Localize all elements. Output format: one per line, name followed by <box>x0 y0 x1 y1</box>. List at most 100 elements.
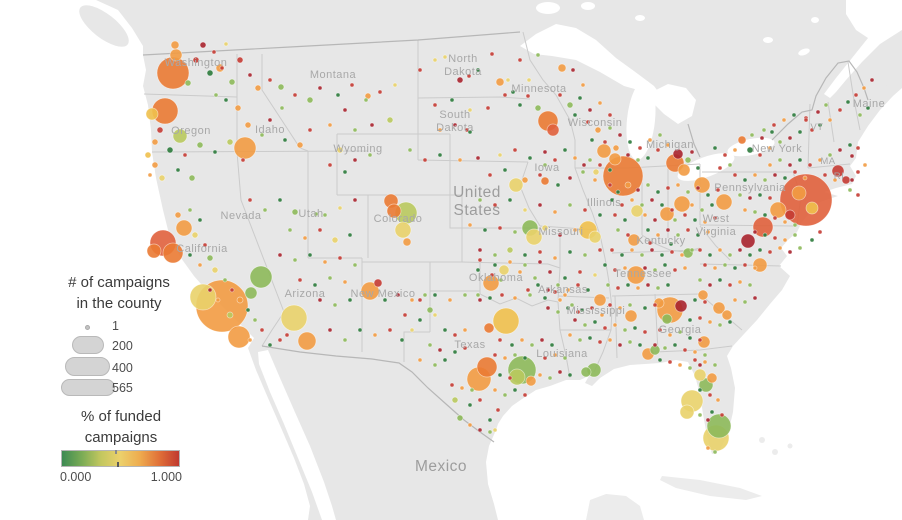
county-bubble[interactable] <box>233 136 257 160</box>
county-bubble[interactable] <box>347 232 353 238</box>
county-bubble[interactable] <box>302 235 308 241</box>
county-bubble[interactable] <box>577 95 583 101</box>
county-bubble[interactable] <box>769 129 775 135</box>
county-bubble[interactable] <box>853 92 859 98</box>
county-bubble[interactable] <box>322 259 328 265</box>
county-bubble[interactable] <box>607 112 613 118</box>
county-bubble[interactable] <box>692 349 698 355</box>
county-bubble[interactable] <box>223 97 229 103</box>
county-bubble[interactable] <box>697 247 703 253</box>
county-bubble[interactable] <box>327 275 333 281</box>
county-bubble[interactable] <box>517 102 523 108</box>
county-bubble[interactable] <box>652 342 658 348</box>
county-bubble[interactable] <box>582 322 588 328</box>
county-bubble[interactable] <box>597 339 603 345</box>
county-bubble[interactable] <box>506 246 514 254</box>
county-bubble[interactable] <box>442 54 448 60</box>
county-bubble[interactable] <box>668 241 674 247</box>
county-bubble[interactable] <box>499 292 505 298</box>
county-bubble[interactable] <box>537 172 543 178</box>
county-bubble[interactable] <box>437 152 443 158</box>
county-bubble[interactable] <box>197 262 203 268</box>
county-bubble[interactable] <box>432 312 438 318</box>
county-bubble[interactable] <box>507 259 513 265</box>
county-bubble[interactable] <box>247 197 253 203</box>
county-bubble[interactable] <box>727 282 733 288</box>
county-bubble[interactable] <box>777 139 783 145</box>
county-bubble[interactable] <box>402 237 412 247</box>
county-bubble[interactable] <box>492 252 498 258</box>
county-bubble[interactable] <box>615 285 621 291</box>
county-bubble[interactable] <box>692 217 698 223</box>
county-bubble[interactable] <box>717 277 723 283</box>
county-bubble[interactable] <box>582 252 588 258</box>
county-bubble[interactable] <box>562 147 568 153</box>
county-bubble[interactable] <box>705 417 711 423</box>
county-bubble[interactable] <box>467 129 473 135</box>
county-bubble[interactable] <box>712 449 718 455</box>
county-bubble[interactable] <box>752 209 758 215</box>
county-bubble[interactable] <box>693 176 711 194</box>
county-bubble[interactable] <box>647 240 653 246</box>
county-bubble[interactable] <box>312 282 318 288</box>
county-bubble[interactable] <box>847 187 853 193</box>
county-bubble[interactable] <box>477 297 483 303</box>
county-bubble[interactable] <box>699 207 705 213</box>
county-bubble[interactable] <box>685 227 691 233</box>
county-bubble[interactable] <box>629 197 635 203</box>
county-bubble[interactable] <box>837 107 843 113</box>
county-bubble[interactable] <box>146 243 162 259</box>
county-bubble[interactable] <box>777 157 783 163</box>
county-bubble[interactable] <box>679 404 695 420</box>
county-bubble[interactable] <box>292 257 298 263</box>
county-bubble[interactable] <box>392 82 398 88</box>
county-bubble[interactable] <box>702 299 708 305</box>
county-bubble[interactable] <box>331 236 339 244</box>
county-bubble[interactable] <box>317 297 323 303</box>
county-bubble[interactable] <box>762 232 768 238</box>
county-bubble[interactable] <box>682 265 688 271</box>
county-bubble[interactable] <box>572 155 578 161</box>
county-bubble[interactable] <box>715 397 721 403</box>
county-bubble[interactable] <box>395 292 401 298</box>
county-bubble[interactable] <box>475 155 481 161</box>
county-bubble[interactable] <box>360 281 380 301</box>
county-bubble[interactable] <box>219 65 225 71</box>
county-bubble[interactable] <box>679 252 685 258</box>
county-bubble[interactable] <box>673 195 691 213</box>
county-bubble[interactable] <box>489 272 495 278</box>
county-bubble[interactable] <box>869 77 875 83</box>
county-bubble[interactable] <box>382 297 388 303</box>
county-bubble[interactable] <box>667 359 673 365</box>
county-bubble[interactable] <box>772 235 778 241</box>
county-bubble[interactable] <box>827 117 833 123</box>
county-bubble[interactable] <box>782 175 788 181</box>
county-bubble[interactable] <box>732 172 738 178</box>
county-bubble[interactable] <box>717 165 723 171</box>
county-bubble[interactable] <box>697 387 703 393</box>
county-bubble[interactable] <box>292 92 298 98</box>
county-bubble[interactable] <box>752 295 758 301</box>
county-bubble[interactable] <box>705 229 711 235</box>
county-bubble[interactable] <box>712 145 718 151</box>
county-bubble[interactable] <box>645 227 651 233</box>
county-bubble[interactable] <box>802 175 808 181</box>
county-bubble[interactable] <box>244 286 258 300</box>
county-bubble[interactable] <box>426 306 434 314</box>
county-bubble[interactable] <box>689 149 695 155</box>
county-bubble[interactable] <box>602 325 608 331</box>
county-bubble[interactable] <box>277 337 283 343</box>
county-bubble[interactable] <box>522 355 528 361</box>
county-bubble[interactable] <box>567 175 573 181</box>
county-bubble[interactable] <box>624 181 632 189</box>
county-bubble[interactable] <box>252 317 258 323</box>
county-bubble[interactable] <box>557 369 563 375</box>
county-bubble[interactable] <box>787 249 793 255</box>
county-bubble[interactable] <box>659 202 665 208</box>
county-bubble[interactable] <box>162 242 184 264</box>
county-bubble[interactable] <box>156 126 164 134</box>
county-bubble[interactable] <box>737 192 743 198</box>
county-bubble[interactable] <box>787 135 793 141</box>
county-bubble[interactable] <box>752 265 758 271</box>
county-bubble[interactable] <box>306 96 314 104</box>
